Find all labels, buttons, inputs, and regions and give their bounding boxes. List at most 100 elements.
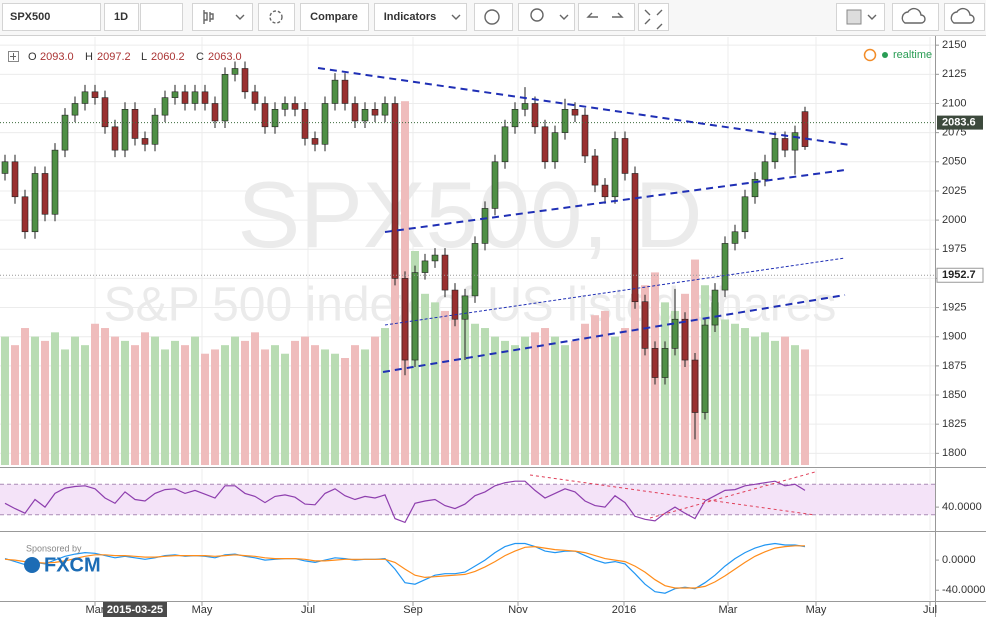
interval-button[interactable] (104, 3, 139, 31)
realtime-icon (863, 48, 877, 62)
volume-bar (311, 345, 319, 465)
indicator-line (4, 480, 806, 524)
undo-redo-icon (586, 12, 624, 18)
sponsor-logo (24, 557, 40, 573)
candle-body (631, 173, 639, 303)
close-value: 2063.0 (208, 51, 242, 63)
volume-bar (221, 345, 229, 465)
volume-bar (441, 310, 449, 465)
volume-bar (201, 353, 209, 465)
chart-style-button[interactable] (192, 3, 253, 31)
candle-body (421, 260, 429, 273)
indicators-button[interactable] (374, 3, 467, 31)
candle-body (141, 138, 149, 145)
alert-button[interactable] (474, 3, 513, 31)
volume-bar (491, 336, 499, 465)
volume-bar (71, 336, 79, 465)
crosshair-label-bg (103, 602, 167, 617)
candle-body (301, 109, 309, 139)
candle-body (481, 208, 489, 244)
indicator-line (4, 545, 805, 589)
candle-body (461, 295, 469, 320)
candle-body (571, 109, 579, 116)
candle-body (71, 103, 79, 116)
candle-body (741, 196, 749, 233)
save-button[interactable] (892, 3, 939, 31)
candle-body (681, 318, 689, 361)
candle-icon (203, 10, 214, 24)
volume-bar (631, 293, 639, 465)
volume-bar (371, 336, 379, 465)
fullscreen-icon (644, 9, 663, 30)
layout-icon (846, 9, 862, 25)
volume-bar (171, 340, 179, 465)
volume-bar (731, 323, 739, 465)
candle-body (181, 91, 189, 104)
y-tick-label: 1925 (942, 301, 966, 313)
load-button[interactable] (944, 3, 985, 31)
x-tick-label: May (806, 604, 827, 616)
symbol: SPX500 (10, 11, 50, 23)
dropdown-icon (867, 14, 877, 20)
candle-body (21, 196, 29, 233)
price-label: 1952.7 (942, 269, 976, 281)
volume-bar (481, 328, 489, 465)
volume-bar (431, 302, 439, 465)
realtime-dot (882, 52, 888, 58)
candle-body (701, 324, 709, 413)
symbol-box[interactable] (2, 3, 101, 31)
volume-bar (561, 345, 569, 465)
candle-body (41, 173, 49, 215)
candle-body (751, 178, 759, 198)
close-label: C (196, 51, 204, 63)
indicators: Indicators (384, 11, 437, 23)
volume-bar (211, 349, 219, 465)
candle-body (341, 79, 349, 104)
price-label-bg (937, 115, 983, 130)
volume-bar (801, 349, 809, 465)
volume-bar (601, 310, 609, 465)
settings-button[interactable] (258, 3, 295, 31)
volume-bar (741, 328, 749, 465)
trend-line (317, 67, 851, 146)
volume-bar (421, 293, 429, 465)
compare-button[interactable] (300, 3, 369, 31)
candle-body (261, 103, 269, 128)
sponsor-text: Sponsored by (26, 543, 82, 553)
volume-bar (241, 340, 249, 465)
bulb-icon (530, 8, 544, 22)
volume-bar (761, 332, 769, 465)
candle-body (411, 272, 419, 361)
low-value: 2060.2 (151, 51, 185, 63)
open-value: 2093.0 (40, 51, 74, 63)
candle-body (221, 74, 229, 122)
candle-body (11, 161, 19, 198)
volume-bar (291, 340, 299, 465)
band-fill (0, 484, 935, 515)
candle-body (671, 318, 679, 349)
candle-body (551, 132, 559, 163)
volume-bar (131, 345, 139, 465)
volume-bar (351, 345, 359, 465)
candle-body (561, 109, 569, 133)
volume-bar (641, 285, 649, 465)
candle-body (51, 149, 59, 215)
candle-body (731, 231, 739, 244)
indicator-line (4, 542, 806, 594)
volume-bar (361, 349, 369, 465)
candle-body (321, 103, 329, 145)
candle-body (91, 91, 99, 98)
candle-body (161, 97, 169, 116)
candle-body (271, 109, 279, 128)
volume-bar (271, 345, 279, 465)
volume-bar (501, 340, 509, 465)
y-tick-label: 1800 (942, 447, 966, 459)
candle-body (31, 173, 39, 233)
interval-menu[interactable] (140, 3, 183, 31)
fullscreen-button[interactable] (638, 3, 669, 31)
undo-redo-button[interactable] (578, 3, 635, 31)
volume-bar (391, 229, 399, 465)
volume-bar (771, 340, 779, 465)
y-tick-label: 1825 (942, 418, 966, 430)
